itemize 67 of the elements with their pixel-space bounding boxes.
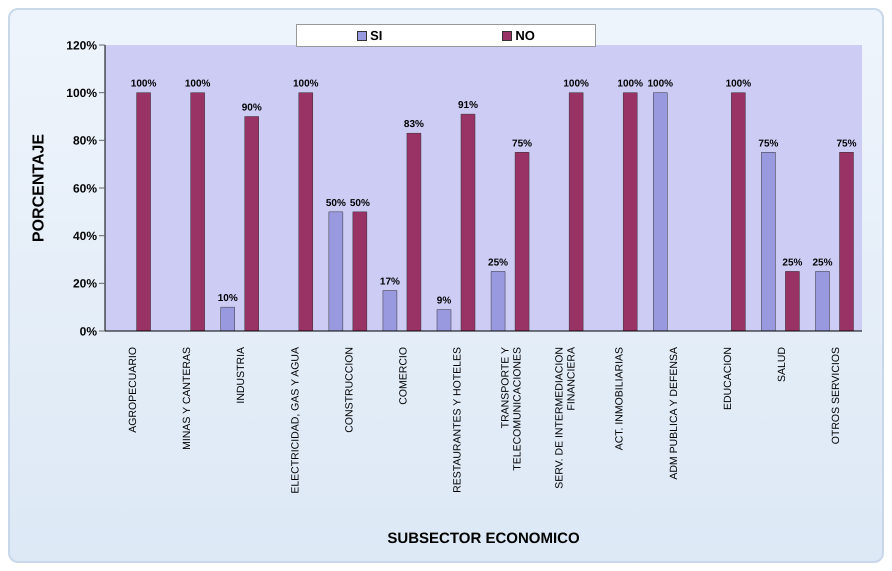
legend-label: SI [369,28,382,43]
bar [622,92,638,331]
y-tick-label: 100% [66,86,98,100]
data-label: 10% [218,293,238,304]
data-label: 25% [782,257,803,268]
x-tick-label: INDUSTRIA [235,347,248,404]
x-tick-label: COMERCIO [397,347,410,405]
legend-label: NO [514,28,535,43]
x-tick-label: ADM PUBLICA Y DEFENSA [668,347,680,480]
data-label: 100% [184,78,211,90]
data-label: 50% [326,198,346,209]
x-tick-label: EDUCACION [722,347,734,410]
data-label: 100% [563,78,590,90]
data-label: 100% [617,78,644,90]
x-tick-label: AGROPECUARIO [127,347,140,433]
data-label: 17% [380,276,400,288]
data-label: 25% [812,257,833,268]
bar [352,212,368,331]
data-label: 90% [242,102,262,114]
bar [761,152,776,331]
data-label: 75% [758,138,779,150]
x-tick-label: SALUD [776,346,788,382]
bar [653,92,668,331]
data-label: 75% [512,138,532,150]
bar [244,116,259,331]
bar [731,92,746,331]
bar [514,152,530,331]
y-axis-title: PORCENTAJE [30,134,48,242]
bar [406,132,422,331]
x-tick-label: RESTAURANTES Y HOTELES [451,347,464,493]
y-tick-label: 20% [72,276,98,291]
bar [298,92,314,331]
bar [220,306,235,331]
x-tick-label: ELECTRICIDAD, GAS Y AGUA [289,347,302,494]
x-tick-label: SERV. DE INTERMEDIACION FINANCIERA [554,347,578,489]
x-tick-label: CONSTRUCCION [343,347,356,433]
data-label: 50% [350,198,370,209]
bar [490,271,506,331]
bar [460,114,476,331]
bar [136,92,151,331]
x-tick-label: ACT. INMOBILIARIAS [614,347,626,450]
data-label: 91% [458,100,478,112]
bar [328,212,344,331]
bar [382,290,398,331]
y-tick-label: 120% [66,38,98,52]
y-tick-label: 40% [72,228,98,243]
bar [436,309,452,331]
bar [190,92,205,331]
bar [815,271,830,331]
y-tick-label: 60% [72,181,98,196]
x-axis-title: SUBSECTOR ECONOMICO [387,530,580,547]
data-label: 100% [292,78,319,90]
y-tick-label: 0% [80,324,98,338]
data-label: 83% [404,119,424,130]
x-tick-label: OTROS SERVICIOS [830,347,842,444]
data-label: 100% [726,78,752,90]
bar [568,92,584,331]
x-tick-label: MINAS Y CANTERAS [181,347,194,450]
bar [839,152,854,331]
data-label: 75% [836,138,857,150]
data-label: 100% [647,78,674,90]
y-tick-label: 80% [72,134,98,148]
x-tick-label: TRANSPORTE Y TELECOMUNICACIONES [500,347,524,471]
data-label: 100% [130,78,156,90]
data-label: 9% [436,296,452,307]
bar [785,271,800,331]
data-label: 25% [488,257,508,268]
